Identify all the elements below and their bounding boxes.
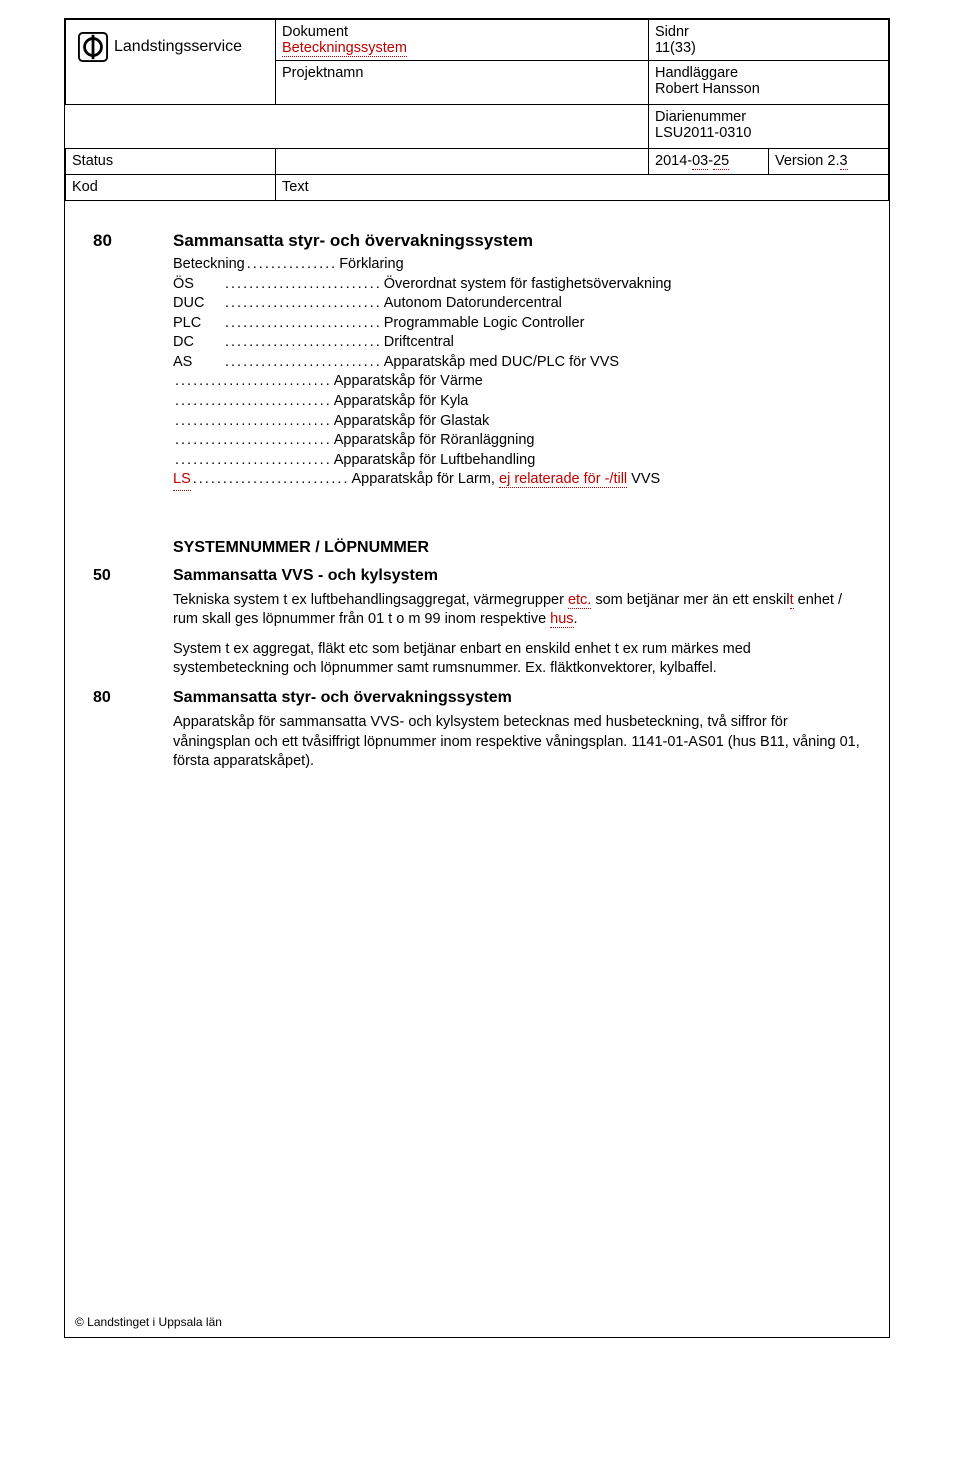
section-80: 80 Sammansatta styr- och övervakningssys…	[93, 231, 861, 491]
def-code: PLC	[173, 314, 223, 334]
p1b: som betjänar mer än ett enskil	[591, 592, 789, 608]
leader-dots: ..........................	[173, 412, 334, 432]
dokument-value: Beteckningssystem	[282, 40, 407, 57]
ls-struck: ej relaterade för -/till	[499, 471, 627, 488]
section-50-para-1: Tekniska system t ex luftbehandlingsaggr…	[173, 591, 861, 630]
def-text: Apparatskåp för Luftbehandling	[334, 451, 536, 471]
date-cell: 2014-03-25	[649, 149, 769, 175]
p1hus: hus	[550, 611, 573, 628]
definition-row: .......................... Apparatskåp f…	[173, 412, 671, 432]
p1a: Tekniska system t ex luftbehandlingsaggr…	[173, 592, 568, 608]
leader-dots: ...............	[245, 255, 339, 275]
def-code: AS	[173, 353, 223, 373]
document-body: 80 Sammansatta styr- och övervakningssys…	[65, 201, 889, 798]
section-number: 80	[93, 689, 133, 707]
status-label: Status	[72, 153, 113, 169]
section-title: Sammansatta styr- och övervakningssystem	[173, 689, 512, 707]
p1etc: etc.	[568, 592, 591, 609]
def-text: Apparatskåp för Kyla	[334, 392, 469, 412]
text-label: Text	[282, 179, 309, 195]
definition-row-ls: LS .......................... Apparatskå…	[173, 470, 671, 491]
handlaggare-value: Robert Hansson	[655, 81, 760, 97]
section-80b: 80 Sammansatta styr- och övervakningssys…	[93, 689, 861, 707]
version-value: Version 2.3	[775, 153, 848, 170]
def-text: Apparatskåp med DUC/PLC för VVS	[384, 353, 619, 373]
version-cell: Version 2.3	[769, 149, 889, 175]
section-50-para-2: System t ex aggregat, fläkt etc som betj…	[173, 640, 861, 679]
systemnummer-heading: SYSTEMNUMMER / LÖPNUMMER	[173, 539, 861, 557]
leader-dots: ..........................	[173, 431, 334, 451]
legend-value: Förklaring	[339, 255, 403, 275]
kod-cell: Kod	[66, 175, 276, 201]
def-code: ÖS	[173, 275, 223, 295]
section-number: 80	[93, 231, 133, 491]
leader-dots: ..........................	[173, 451, 334, 471]
def-text: Apparatskåp för Glastak	[334, 412, 490, 432]
blank-cell	[66, 105, 649, 149]
status-blank	[276, 149, 649, 175]
logo-text: Landstingsservice	[114, 38, 242, 56]
sidnr-cell: Sidnr 11(33)	[649, 20, 889, 61]
projektnamn-cell: Projektnamn	[276, 61, 649, 105]
sidnr-label: Sidnr	[655, 24, 689, 40]
ls-post: VVS	[627, 471, 660, 487]
definition-row: .......................... Apparatskåp f…	[173, 431, 671, 451]
def-text: Apparatskåp för Röranläggning	[334, 431, 535, 451]
def-text: Driftcentral	[384, 333, 454, 353]
section-number: 50	[93, 567, 133, 585]
leader-dots: ..........................	[223, 353, 384, 373]
document-header-table: Landstingsservice Dokument Beteckningssy…	[65, 19, 889, 201]
definition-row: .......................... Apparatskåp f…	[173, 392, 671, 412]
leader-dots: ..........................	[223, 333, 384, 353]
text-cell: Text	[276, 175, 889, 201]
leader-dots: ..........................	[223, 314, 384, 334]
kod-label: Kod	[72, 179, 98, 195]
p1d: .	[574, 611, 578, 627]
leader-dots: ..........................	[173, 372, 334, 392]
definition-row: PLC .......................... Programma…	[173, 314, 671, 334]
dokument-cell: Dokument Beteckningssystem	[276, 20, 649, 61]
section-title: Sammansatta VVS - och kylsystem	[173, 567, 438, 585]
leader-dots: ..........................	[173, 392, 334, 412]
status-cell: Status	[66, 149, 276, 175]
handlaggare-cell: Handläggare Robert Hansson	[649, 61, 889, 105]
definition-row: DC .......................... Driftcentr…	[173, 333, 671, 353]
diarienummer-value: LSU2011-0310	[655, 125, 751, 141]
def-text: Programmable Logic Controller	[384, 314, 585, 334]
sidnr-value: 11(33)	[655, 40, 696, 56]
definition-row: .......................... Apparatskåp f…	[173, 451, 671, 471]
logo-cell: Landstingsservice	[66, 20, 276, 105]
document-frame: Landstingsservice Dokument Beteckningssy…	[64, 18, 890, 1338]
date-value: 2014-03-25	[655, 153, 729, 170]
section-50: 50 Sammansatta VVS - och kylsystem	[93, 567, 861, 585]
leader-dots: ..........................	[191, 470, 352, 490]
handlaggare-label: Handläggare	[655, 65, 738, 81]
legend-label: Beteckning	[173, 255, 245, 275]
definition-list: Beteckning ............... Förklaring ÖS…	[173, 255, 671, 491]
def-code-ls: LS	[173, 470, 191, 491]
definition-row: ÖS .......................... Överordnat…	[173, 275, 671, 295]
diarienummer-cell: Diarienummer LSU2011-0310	[649, 105, 889, 149]
def-text: Apparatskåp för Värme	[334, 372, 483, 392]
def-code: DUC	[173, 294, 223, 314]
def-code: DC	[173, 333, 223, 353]
dokument-label: Dokument	[282, 24, 348, 40]
leader-dots: ..........................	[223, 294, 384, 314]
diarienummer-label: Diarienummer	[655, 109, 746, 125]
def-text: Autonom Datorundercentral	[384, 294, 562, 314]
definition-row: .......................... Apparatskåp f…	[173, 372, 671, 392]
definition-row: AS .......................... Apparatskå…	[173, 353, 671, 373]
footer-copyright: © Landstinget i Uppsala län	[75, 1315, 222, 1329]
leader-dots: ..........................	[223, 275, 384, 295]
logo-icon	[78, 32, 108, 62]
def-text: Överordnat system för fastighetsövervakn…	[384, 275, 672, 295]
def-text-ls: Apparatskåp för Larm, ej relaterade för …	[352, 470, 661, 490]
ls-pre: Apparatskåp för Larm,	[352, 471, 500, 487]
projektnamn-label: Projektnamn	[282, 65, 363, 81]
section-title: Sammansatta styr- och övervakningssystem	[173, 231, 671, 251]
section-80b-para: Apparatskåp för sammansatta VVS- och kyl…	[173, 713, 861, 772]
legend-row: Beteckning ............... Förklaring	[173, 255, 671, 275]
definition-row: DUC .......................... Autonom D…	[173, 294, 671, 314]
